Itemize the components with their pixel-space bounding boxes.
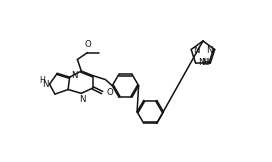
Text: H: H [40, 76, 45, 85]
Text: N: N [42, 80, 49, 89]
Text: O: O [106, 88, 113, 97]
Text: N: N [198, 58, 205, 67]
Text: N: N [71, 71, 78, 80]
Text: N: N [193, 46, 200, 55]
Text: N: N [201, 58, 208, 67]
Text: O: O [84, 40, 91, 49]
Text: N: N [79, 95, 85, 104]
Text: N: N [206, 46, 212, 55]
Text: H: H [203, 58, 209, 67]
